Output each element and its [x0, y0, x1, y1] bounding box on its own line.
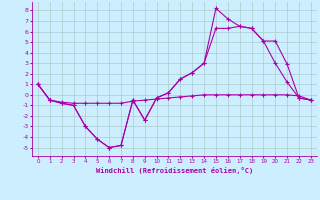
X-axis label: Windchill (Refroidissement éolien,°C): Windchill (Refroidissement éolien,°C): [96, 167, 253, 174]
